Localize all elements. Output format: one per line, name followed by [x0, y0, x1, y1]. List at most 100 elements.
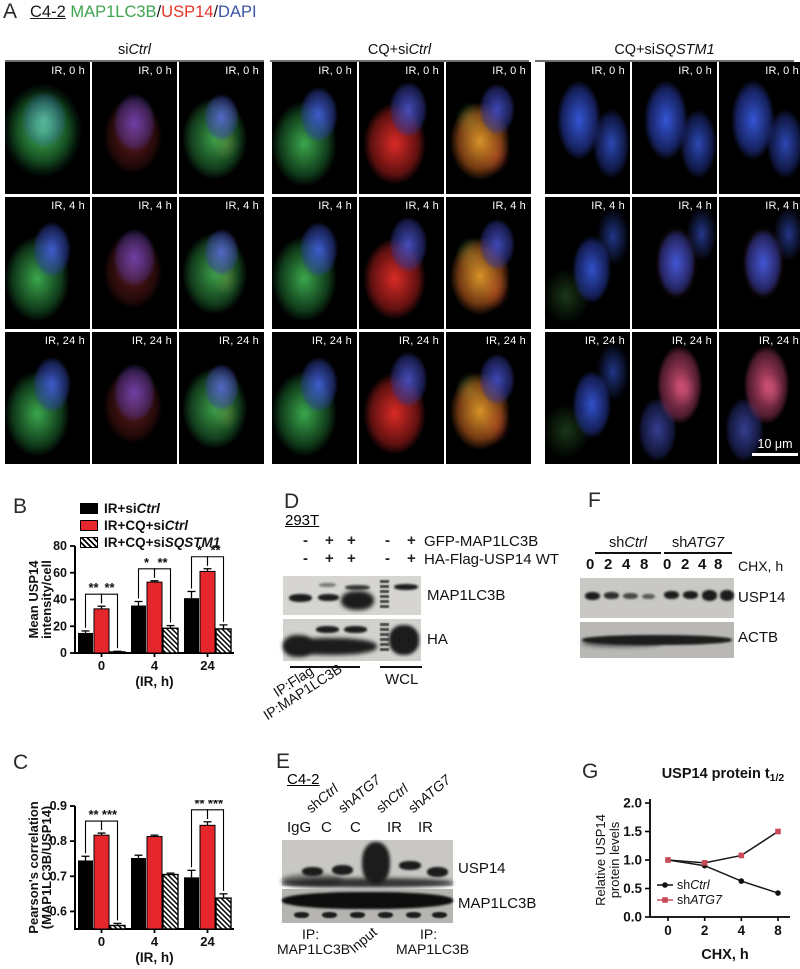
- d-blot-ha: [283, 619, 421, 661]
- micrograph-time-label: IR, 24 h: [758, 335, 799, 347]
- micrograph-tile: IR, 0 h: [359, 62, 444, 194]
- d-condition-symbol: -: [303, 550, 308, 567]
- f-blot-label-actb: ACTB: [738, 629, 779, 646]
- svg-text:4: 4: [151, 658, 159, 673]
- panel-b-label: B: [13, 495, 28, 518]
- e-input-label: Input: [345, 923, 380, 956]
- stain-dapi: DAPI: [218, 3, 257, 21]
- stain-header: C4-2 MAP1LC3B/USP14/DAPI: [30, 3, 257, 22]
- d-blot-label-ha: HA: [427, 631, 448, 648]
- d-condition-symbol: -: [303, 532, 308, 549]
- svg-text:**: **: [157, 555, 168, 570]
- pearson-correlation-bar-chart: 0.6 0.7 0.8 0.9 Pearson's correlation(MAP1LC…: [28, 800, 234, 965]
- svg-text:0: 0: [664, 923, 672, 938]
- micrograph-tile: IR, 24 h: [272, 332, 357, 464]
- micrograph-time-label: IR, 24 h: [671, 335, 712, 347]
- d-condition-symbol: +: [407, 550, 416, 567]
- stain-map1lc3b: MAP1LC3B: [70, 3, 157, 21]
- e-ip-target-1: MAP1LC3B: [277, 941, 351, 957]
- legend-item: IR+CQ+siSQSTM1: [80, 535, 220, 550]
- micrograph-tile: IR, 4 h: [92, 197, 177, 329]
- svg-text:4: 4: [151, 934, 159, 949]
- legend-item: IR+CQ+siCtrl: [80, 518, 220, 533]
- panel-f-label: F: [588, 489, 601, 512]
- stain-usp14: USP14: [161, 3, 214, 21]
- stain-separator: /: [213, 3, 219, 21]
- f-lane-number: 8: [640, 556, 649, 573]
- svg-text:shATG7: shATG7: [677, 893, 723, 907]
- svg-text:1.5: 1.5: [623, 824, 642, 839]
- e-blot-map1lc3b: [282, 889, 453, 923]
- micrograph-tile: IR, 24 h: [632, 332, 717, 464]
- svg-text:protein levels: protein levels: [607, 821, 622, 898]
- micrograph-tile: IR, 0 h: [719, 62, 800, 194]
- f-lane-number: 8: [714, 556, 723, 573]
- micrograph-tile: IR, 24 h: [5, 332, 90, 464]
- micrograph-time-label: IR, 4 h: [405, 200, 439, 212]
- micrograph-tile: IR, 4 h: [632, 197, 717, 329]
- svg-text:*: *: [197, 543, 203, 558]
- svg-text:0: 0: [98, 658, 105, 673]
- micrograph-time-label: IR, 4 h: [678, 200, 712, 212]
- micrograph-time-label: IR, 24 h: [485, 335, 526, 347]
- legend-swatch-hatch: [80, 537, 98, 548]
- svg-text:0: 0: [98, 934, 105, 949]
- svg-text:20: 20: [53, 619, 67, 633]
- micrograph-time-label: IR, 4 h: [138, 200, 172, 212]
- e-lane-label: IR: [418, 819, 433, 836]
- f-lane-number: 0: [586, 556, 595, 573]
- micrograph-tile: IR, 24 h: [359, 332, 444, 464]
- group-header-cq-sisqstm1: CQ+siSQSTM1: [535, 42, 794, 62]
- micrograph-time-label: IR, 4 h: [765, 200, 799, 212]
- e-lane-label: C: [321, 819, 332, 836]
- svg-text:Mean USP14: Mean USP14: [28, 560, 41, 639]
- micrograph-time-label: IR, 24 h: [131, 335, 172, 347]
- svg-text:(IR, h): (IR, h): [135, 674, 173, 689]
- micrograph-tile: IR, 24 h: [545, 332, 630, 464]
- micrograph-tile: IR, 4 h: [446, 197, 531, 329]
- svg-text:8: 8: [774, 923, 782, 938]
- micrograph-time-label: IR, 0 h: [765, 65, 799, 77]
- e-lane-label: IR: [387, 819, 402, 836]
- svg-text:**: **: [88, 580, 99, 595]
- svg-text:(MAP1LC3B/USP14): (MAP1LC3B/USP14): [39, 806, 54, 930]
- d-condition-symbol: +: [325, 550, 334, 567]
- svg-text:4: 4: [738, 923, 746, 938]
- e-ip-label-2: IP:: [420, 926, 438, 942]
- micrograph-time-label: IR, 4 h: [591, 200, 625, 212]
- d-row-label-ha: HA-Flag-USP14 WT: [424, 551, 560, 568]
- micrograph-time-label: IR, 4 h: [318, 200, 352, 212]
- svg-text:24: 24: [200, 934, 215, 949]
- d-row-label-gfp: GFP-MAP1LC3B: [424, 533, 539, 550]
- svg-text:***: ***: [102, 807, 118, 822]
- micrograph-tile: IR, 4 h: [545, 197, 630, 329]
- d-condition-symbol: -: [385, 550, 390, 567]
- legend-label: IR+CQ+siCtrl: [104, 518, 189, 533]
- svg-text:0.9: 0.9: [50, 800, 67, 813]
- svg-text:**: **: [210, 543, 221, 558]
- d-blot-map1lc3b: [283, 576, 421, 615]
- e-blot-usp14: [282, 840, 453, 888]
- micrograph-time-label: IR, 24 h: [218, 335, 259, 347]
- panel-e-label: E: [276, 750, 291, 773]
- micrograph-time-label: IR, 4 h: [492, 200, 526, 212]
- micrograph-tile: IR, 24 h: [92, 332, 177, 464]
- micrograph-tile: IR, 0 h: [545, 62, 630, 194]
- legend-swatch-black: [80, 503, 98, 514]
- panel-g-label: G: [582, 760, 599, 783]
- d-condition-symbol: +: [407, 532, 416, 549]
- svg-text:0: 0: [60, 646, 67, 660]
- micrograph-tile: IR, 24 h 10 μm: [719, 332, 800, 464]
- f-blot-label-usp14: USP14: [738, 589, 786, 606]
- svg-text:CHX, h: CHX, h: [701, 947, 749, 963]
- micrograph-tile: IR, 24 h: [179, 332, 264, 464]
- svg-text:**: **: [194, 800, 205, 811]
- panel-d-label: D: [284, 490, 300, 513]
- e-ip-target-2: MAP1LC3B: [396, 941, 470, 957]
- micrograph-tile: IR, 4 h: [359, 197, 444, 329]
- f-blot-actb: [580, 622, 734, 658]
- micrograph-tile: IR, 0 h: [92, 62, 177, 194]
- f-lane-number: 2: [604, 556, 613, 573]
- e-blot-label-usp14: USP14: [458, 860, 506, 877]
- svg-text:shCtrl: shCtrl: [677, 878, 711, 892]
